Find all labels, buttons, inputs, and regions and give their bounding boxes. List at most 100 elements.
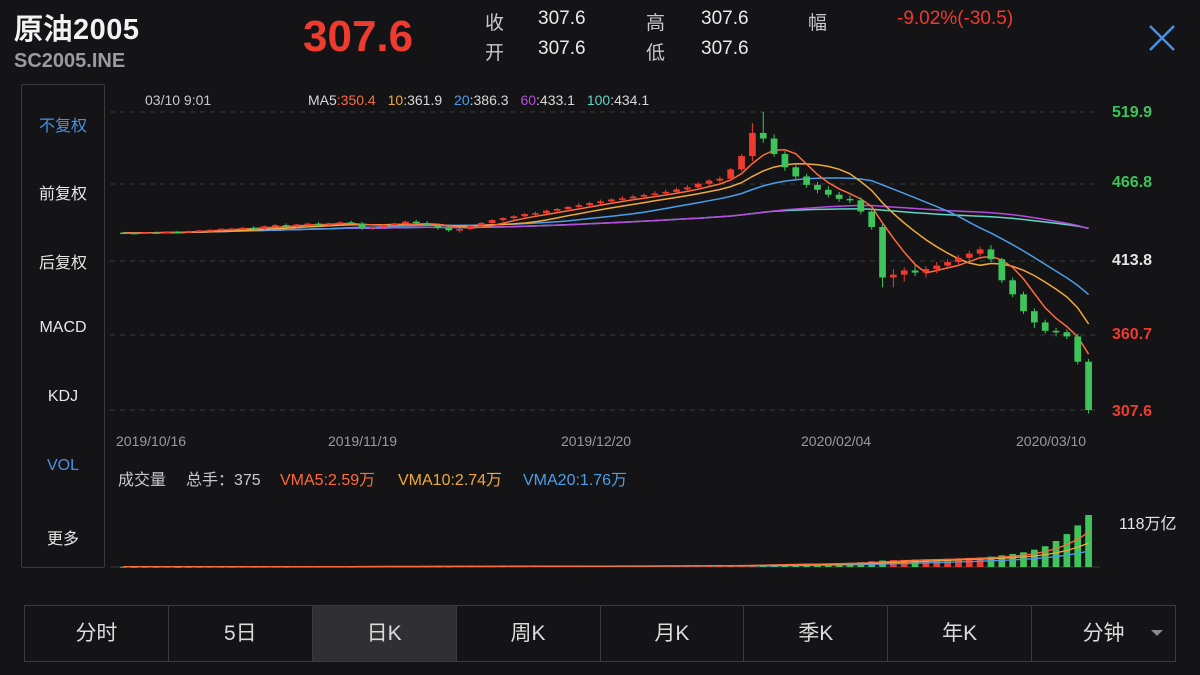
candle-body	[261, 226, 268, 229]
candle-body	[293, 224, 301, 226]
tab-weekly-k[interactable]: 周K	[457, 606, 601, 661]
price-axis-tick: 307.6	[1112, 403, 1153, 420]
tab-quarterly-k[interactable]: 季K	[744, 606, 889, 661]
candle-body	[770, 138, 778, 154]
tab-5day[interactable]: 5日	[169, 606, 313, 661]
candle-body	[618, 198, 626, 200]
candle-body	[824, 189, 832, 195]
candle-body	[239, 227, 247, 230]
candle-body	[271, 225, 279, 227]
candle-body	[347, 222, 355, 224]
instrument-name: 原油2005	[14, 14, 140, 46]
ma5-value: :350.4	[336, 92, 376, 108]
candle-body	[174, 231, 182, 234]
price-axis-tick: 466.8	[1112, 174, 1153, 191]
candle-body	[553, 208, 561, 211]
kline-chart[interactable]	[0, 0, 1200, 600]
volume-bar	[1085, 515, 1092, 567]
ma-legend: MA5:350.4 10:361.9 20:386.3 60:433.1 100…	[308, 92, 649, 108]
volume-bar	[1074, 525, 1082, 567]
candle-body	[749, 132, 756, 157]
candle-body	[759, 132, 767, 139]
candle-body	[651, 193, 659, 195]
candle-body	[369, 226, 377, 229]
candle-body	[727, 169, 735, 179]
candle-body	[879, 226, 886, 278]
candle-body	[1052, 330, 1060, 333]
candle-body	[575, 205, 583, 207]
chevron-down-icon	[1151, 630, 1163, 636]
candle-body	[336, 222, 344, 224]
vma5-line	[123, 531, 1089, 568]
date-axis-tick: 2020/02/04	[801, 433, 872, 449]
close-label: 收	[485, 13, 505, 34]
candle-body	[380, 224, 388, 227]
price-axis-tick: 519.9	[1112, 104, 1153, 121]
candle-body	[130, 232, 138, 235]
instrument-code: SC2005.INE	[14, 50, 126, 72]
candle-body	[900, 270, 908, 275]
menu-item-forward-adjust[interactable]: 前复权	[38, 186, 87, 203]
tab-monthly-k[interactable]: 月K	[601, 606, 745, 661]
candle-body	[1085, 361, 1092, 410]
vma20-legend: VMA20:1.76万	[523, 472, 628, 489]
tab-yearly-k[interactable]: 年K	[888, 606, 1033, 661]
ma60-label: 60	[520, 92, 537, 108]
candle-body	[315, 223, 322, 226]
candle-body	[608, 199, 615, 202]
date-axis-tick: 2020/03/10	[1016, 433, 1087, 449]
menu-item-macd[interactable]: MACD	[39, 319, 87, 336]
volume-bar	[976, 557, 984, 567]
tab-minute[interactable]: 分钟	[1032, 606, 1175, 661]
candle-body	[152, 232, 160, 234]
candle-body	[597, 201, 604, 204]
candle-body	[890, 274, 897, 278]
open-value: 307.6	[538, 38, 586, 59]
volume-bar	[987, 556, 995, 567]
crosshair-time: 03/10 9:01	[145, 92, 212, 108]
candle-body	[488, 220, 496, 224]
candle-body	[510, 216, 518, 219]
candle-body	[911, 270, 919, 273]
candle-body	[738, 156, 745, 170]
candle-body	[1009, 280, 1017, 295]
candle-body	[586, 203, 594, 206]
date-axis-tick: 2019/10/16	[116, 433, 187, 449]
date-axis-tick: 2019/12/20	[561, 433, 632, 449]
ma20-line	[123, 177, 1090, 296]
candle-body	[423, 223, 431, 226]
candle-body	[195, 230, 203, 232]
tab-intraday[interactable]: 分时	[25, 606, 169, 661]
candle-body	[705, 180, 713, 184]
vma10-line	[123, 542, 1089, 568]
menu-item-more[interactable]: 更多	[46, 531, 79, 548]
candle-body	[857, 200, 865, 212]
ma100-label: 100	[586, 92, 611, 108]
menu-item-vol[interactable]: VOL	[46, 457, 79, 474]
open-label: 开	[485, 43, 505, 64]
menu-item-kdj[interactable]: KDJ	[47, 388, 79, 405]
candle-body	[521, 214, 529, 217]
candle-body	[662, 191, 670, 194]
candle-body	[922, 269, 930, 273]
volume-bar	[1052, 541, 1060, 567]
candle-body	[976, 249, 984, 254]
price-axis-tick: 360.7	[1112, 326, 1153, 343]
candle-body	[141, 232, 149, 234]
ma5-label: MA5	[308, 92, 337, 108]
candle-body	[434, 225, 442, 228]
candle-body	[987, 249, 995, 260]
close-icon[interactable]	[1144, 20, 1180, 56]
vma10-legend: VMA10:2.74万	[398, 472, 503, 489]
tab-daily-k[interactable]: 日K	[312, 606, 457, 661]
menu-item-backward-adjust[interactable]: 后复权	[38, 255, 87, 272]
candle-body	[933, 265, 941, 270]
volume-bar	[955, 558, 962, 567]
close-value: 307.6	[538, 8, 586, 29]
candle-body	[1030, 311, 1038, 323]
high-label: 高	[646, 13, 666, 34]
change-value: -9.02%(-30.5)	[897, 8, 1014, 29]
candle-body	[998, 259, 1006, 281]
menu-item-no-adjust[interactable]: 不复权	[38, 118, 87, 135]
candle-body	[163, 231, 171, 234]
